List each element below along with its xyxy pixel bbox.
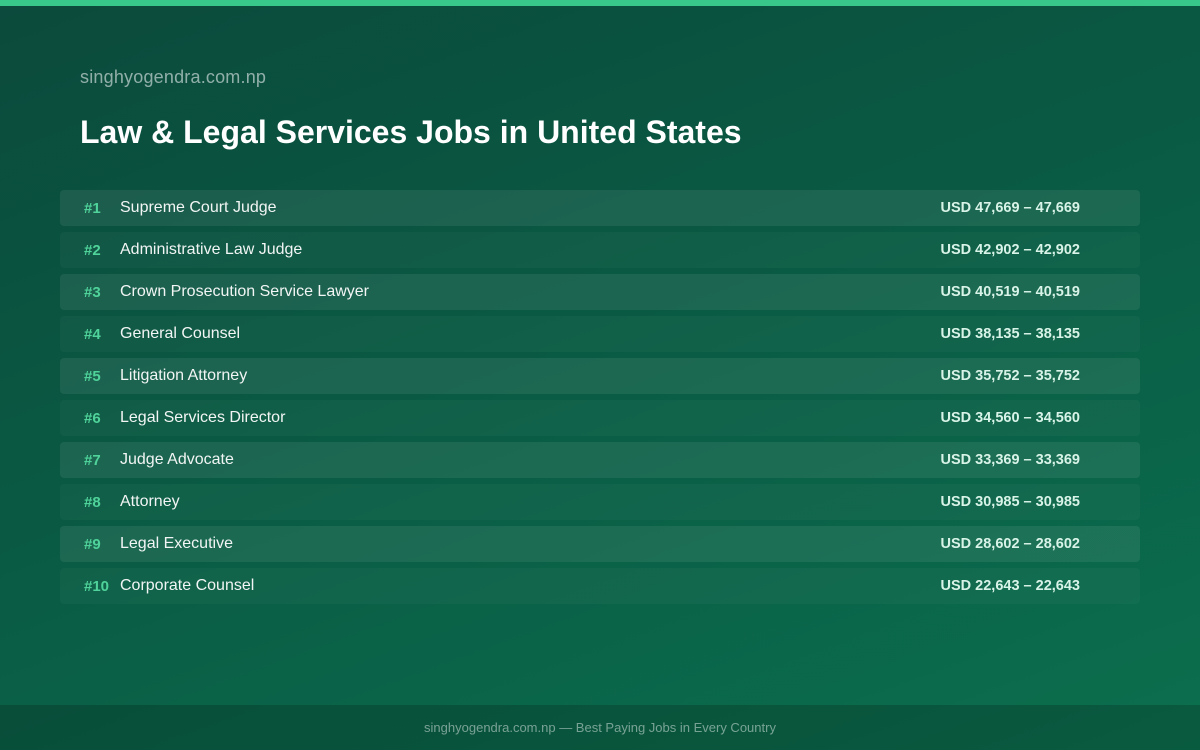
job-title: Corporate Counsel <box>120 577 255 594</box>
job-salary: USD 34,560 – 34,560 <box>940 410 1080 426</box>
job-title: Attorney <box>120 493 180 510</box>
job-salary: USD 28,602 – 28,602 <box>940 536 1080 552</box>
job-row: #8 Attorney USD 30,985 – 30,985 <box>60 484 1140 520</box>
job-salary: USD 38,135 – 38,135 <box>940 326 1080 342</box>
job-title: Crown Prosecution Service Lawyer <box>120 283 369 300</box>
job-salary: USD 40,519 – 40,519 <box>940 284 1080 300</box>
job-row: #2 Administrative Law Judge USD 42,902 –… <box>60 232 1140 268</box>
job-salary: USD 30,985 – 30,985 <box>940 494 1080 510</box>
page-title: Law & Legal Services Jobs in United Stat… <box>80 114 742 150</box>
job-rank: #2 <box>84 241 101 259</box>
footer-text: singhyogendra.com.np — Best Paying Jobs … <box>424 720 776 735</box>
job-rank: #8 <box>84 493 101 511</box>
job-salary: USD 22,643 – 22,643 <box>940 578 1080 594</box>
job-salary: USD 42,902 – 42,902 <box>940 242 1080 258</box>
job-rank: #7 <box>84 451 101 469</box>
job-row: #10 Corporate Counsel USD 22,643 – 22,64… <box>60 568 1140 604</box>
job-title: Administrative Law Judge <box>120 241 303 258</box>
job-row: #3 Crown Prosecution Service Lawyer USD … <box>60 274 1140 310</box>
job-salary: USD 33,369 – 33,369 <box>940 452 1080 468</box>
site-name: singhyogendra.com.np <box>80 67 267 87</box>
job-title: Litigation Attorney <box>120 367 248 384</box>
job-row: #5 Litigation Attorney USD 35,752 – 35,7… <box>60 358 1140 394</box>
footer: singhyogendra.com.np — Best Paying Jobs … <box>0 705 1200 750</box>
job-title: Legal Executive <box>120 535 233 552</box>
job-title: Supreme Court Judge <box>120 199 277 216</box>
job-rank: #4 <box>84 325 101 343</box>
job-row: #4 General Counsel USD 38,135 – 38,135 <box>60 316 1140 352</box>
job-salary: USD 35,752 – 35,752 <box>940 368 1080 384</box>
job-rank: #6 <box>84 409 101 427</box>
job-rank: #3 <box>84 283 101 301</box>
job-row: #1 Supreme Court Judge USD 47,669 – 47,6… <box>60 190 1140 226</box>
job-rank: #10 <box>84 577 110 595</box>
job-title: Legal Services Director <box>120 409 286 426</box>
top-accent-bar <box>0 0 1200 6</box>
job-row: #9 Legal Executive USD 28,602 – 28,602 <box>60 526 1140 562</box>
job-rank: #1 <box>84 199 101 217</box>
job-list: #1 Supreme Court Judge USD 47,669 – 47,6… <box>60 190 1140 610</box>
job-rank: #9 <box>84 535 101 553</box>
job-rank: #5 <box>84 367 101 385</box>
job-salary: USD 47,669 – 47,669 <box>940 200 1080 216</box>
job-title: Judge Advocate <box>120 451 234 468</box>
job-row: #7 Judge Advocate USD 33,369 – 33,369 <box>60 442 1140 478</box>
job-title: General Counsel <box>120 325 241 342</box>
job-row: #6 Legal Services Director USD 34,560 – … <box>60 400 1140 436</box>
